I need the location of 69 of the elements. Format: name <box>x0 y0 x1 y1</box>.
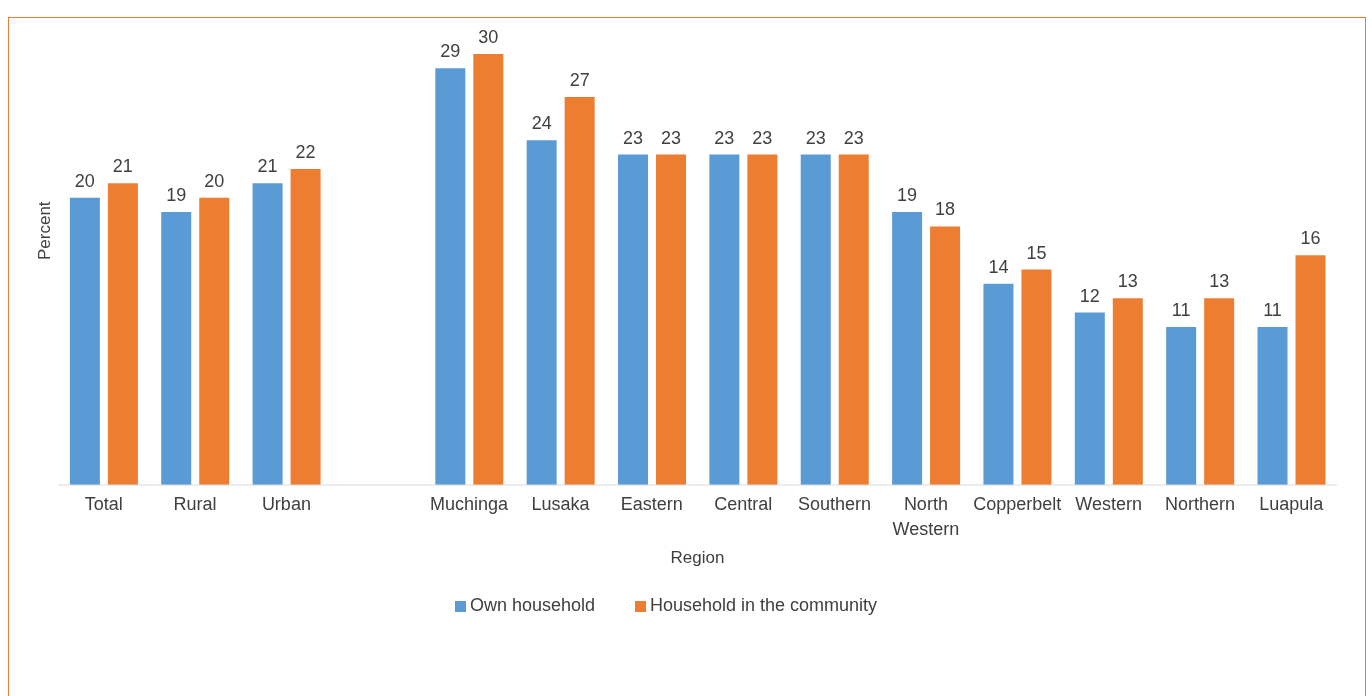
x-tick-label: Eastern <box>620 494 683 514</box>
data-label: 30 <box>478 27 499 47</box>
bar <box>983 283 1014 485</box>
x-tick-label: Western <box>1075 494 1142 514</box>
bar <box>107 183 138 485</box>
data-label: 21 <box>112 156 133 177</box>
bar <box>656 154 687 485</box>
bar <box>526 140 557 485</box>
data-label: 18 <box>935 199 956 220</box>
data-label: 21 <box>257 156 278 177</box>
bar <box>930 226 961 485</box>
data-label: 27 <box>569 70 590 91</box>
bar <box>564 97 595 485</box>
bar <box>435 68 466 485</box>
bar <box>800 154 831 485</box>
data-label: 23 <box>661 127 682 148</box>
x-tick-label: Urban <box>261 494 311 514</box>
legend-label: Household in the community <box>649 595 878 615</box>
bar <box>1021 269 1052 485</box>
data-label: 20 <box>74 170 95 191</box>
data-label: 13 <box>1117 271 1138 292</box>
x-tick-label: Muchinga <box>430 494 510 514</box>
bar <box>252 183 283 485</box>
bar <box>1166 326 1197 485</box>
data-label: 11 <box>1171 299 1191 320</box>
bar <box>747 154 778 485</box>
data-label: 14 <box>988 256 1009 277</box>
data-label: 19 <box>166 185 187 206</box>
x-tick-label: North Western <box>892 494 960 539</box>
data-label: 23 <box>843 127 864 148</box>
x-tick-label: Lusaka <box>531 494 591 514</box>
bar <box>618 154 649 485</box>
bar <box>709 154 740 485</box>
legend-label: Own household <box>469 595 595 615</box>
bar <box>69 197 100 485</box>
data-label: 16 <box>1300 228 1321 249</box>
data-label: 15 <box>1026 242 1047 263</box>
bar <box>161 212 192 485</box>
data-label: 20 <box>204 170 225 191</box>
x-tick-label: Luapula <box>1259 494 1325 514</box>
bar <box>1257 326 1288 485</box>
bar <box>199 197 230 485</box>
bar <box>1295 255 1326 485</box>
data-label: 12 <box>1079 285 1100 306</box>
data-label: 23 <box>805 127 826 148</box>
data-label: 19 <box>897 185 918 206</box>
data-label: 24 <box>531 113 552 134</box>
data-label: 11 <box>1263 299 1282 320</box>
data-label: 23 <box>714 127 735 148</box>
bar <box>892 212 923 485</box>
x-tick-label: Northern <box>1164 494 1235 514</box>
x-axis-title: Region <box>670 548 725 567</box>
x-tick-label: Copperbelt <box>973 494 1062 514</box>
data-label: 13 <box>1209 271 1230 292</box>
bar <box>290 168 321 485</box>
bar <box>1112 298 1143 485</box>
bar <box>1204 298 1235 485</box>
bar <box>838 154 869 485</box>
data-label: 23 <box>623 127 644 148</box>
data-label: 29 <box>440 41 461 62</box>
bar <box>1074 312 1105 485</box>
data-label: 22 <box>295 141 316 162</box>
x-tick-label: Rural <box>173 494 217 514</box>
y-axis-title: Percent <box>35 201 55 261</box>
x-tick-label: Central <box>714 494 773 514</box>
x-tick-label: Southern <box>798 494 872 514</box>
x-tick-label: Total <box>84 494 123 514</box>
bar <box>473 54 504 485</box>
data-label: 23 <box>752 127 773 148</box>
